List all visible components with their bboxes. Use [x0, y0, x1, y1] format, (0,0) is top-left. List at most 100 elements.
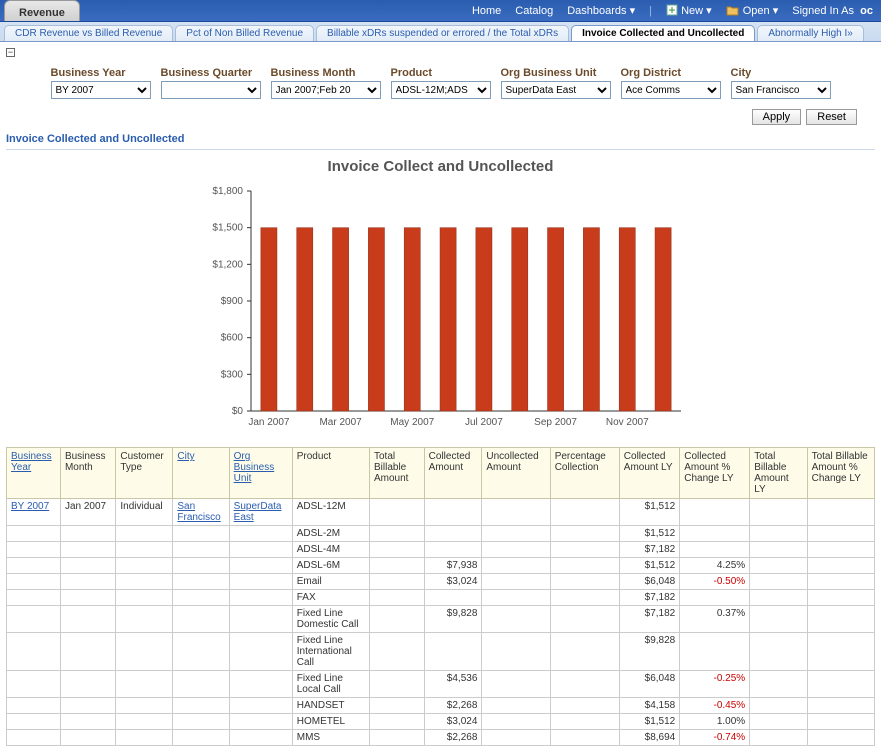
cell-total-billable	[370, 671, 425, 698]
cell-collected: $4,536	[424, 671, 482, 698]
cell-pct-collection	[550, 730, 619, 746]
cell-collected-ly: $1,512	[619, 526, 679, 542]
svg-text:Jan 2007: Jan 2007	[248, 417, 290, 428]
business-month-select[interactable]: Jan 2007;Feb 20	[271, 81, 381, 99]
cell-product: FAX	[292, 590, 369, 606]
top-nav: Home Catalog Dashboards ▾ | New ▾ Open ▾…	[472, 0, 881, 21]
cell-pct-collection	[550, 633, 619, 671]
nav-dashboards-label: Dashboards	[567, 5, 626, 17]
cell-city[interactable]: San Francisco	[173, 499, 229, 526]
nav-open[interactable]: Open ▾	[726, 4, 779, 17]
cell-org-bu	[229, 542, 292, 558]
cell-collected: $3,024	[424, 714, 482, 730]
cell-business-year	[7, 574, 61, 590]
nav-home[interactable]: Home	[472, 5, 501, 17]
cell-business-month	[60, 558, 115, 574]
filter-city: City San Francisco	[731, 67, 831, 99]
cell-uncollected	[482, 499, 550, 526]
cell-business-year	[7, 606, 61, 633]
tab-pct-of-non-billed-revenue[interactable]: Pct of Non Billed Revenue	[175, 25, 314, 41]
svg-text:$1,200: $1,200	[212, 259, 243, 270]
org-business-unit-select[interactable]: SuperData East	[501, 81, 611, 99]
cell-org-bu	[229, 633, 292, 671]
cell-product: Fixed Line Domestic Call	[292, 606, 369, 633]
cell-org-bu	[229, 671, 292, 698]
cell-collected-ly: $1,512	[619, 714, 679, 730]
chart-canvas: $0$300$600$900$1,200$1,500$1,800Jan 2007…	[191, 181, 691, 441]
cell-collected-ly: $6,048	[619, 574, 679, 590]
cell-business-year[interactable]: BY 2007	[7, 499, 61, 526]
cell-collected	[424, 590, 482, 606]
reset-button[interactable]: Reset	[806, 109, 857, 125]
cell-product: Fixed Line International Call	[292, 633, 369, 671]
nav-catalog[interactable]: Catalog	[515, 5, 553, 17]
cell-uncollected	[482, 542, 550, 558]
cell-city	[173, 606, 229, 633]
table-row: HANDSET$2,268$4,158-0.45%	[7, 698, 875, 714]
cell-business-year	[7, 542, 61, 558]
svg-text:Nov 2007: Nov 2007	[605, 417, 648, 428]
cell-customer-type	[116, 606, 173, 633]
cell-product: ADSL-4M	[292, 542, 369, 558]
cell-collected-pct-chg-ly: -0.50%	[680, 574, 750, 590]
tab-invoice-collected-and-uncollected[interactable]: Invoice Collected and Uncollected	[571, 25, 755, 41]
cell-collected-pct-chg-ly	[680, 542, 750, 558]
cell-uncollected	[482, 574, 550, 590]
filter-business-quarter: Business Quarter	[161, 67, 261, 99]
col-business-year[interactable]: Business Year	[7, 448, 61, 499]
tab-abnormally-high-i[interactable]: Abnormally High I»	[757, 25, 863, 41]
nav-new-label: New	[681, 5, 703, 17]
svg-text:$600: $600	[220, 333, 243, 344]
cell-business-year	[7, 714, 61, 730]
svg-text:Mar 2007: Mar 2007	[319, 417, 362, 428]
cell-uncollected	[482, 714, 550, 730]
cell-product: MMS	[292, 730, 369, 746]
cell-customer-type	[116, 526, 173, 542]
cell-total-billable-pct-chg-ly	[807, 671, 874, 698]
cell-uncollected	[482, 633, 550, 671]
cell-city	[173, 526, 229, 542]
cell-collected	[424, 633, 482, 671]
cell-city	[173, 590, 229, 606]
product-select[interactable]: ADSL-12M;ADS	[391, 81, 491, 99]
col-org-bu[interactable]: Org Business Unit	[229, 448, 292, 499]
cell-org-bu	[229, 526, 292, 542]
business-year-select[interactable]: BY 2007	[51, 81, 151, 99]
col-city[interactable]: City	[173, 448, 229, 499]
cell-business-month	[60, 698, 115, 714]
cell-org-bu	[229, 698, 292, 714]
city-select[interactable]: San Francisco	[731, 81, 831, 99]
cell-collected-ly: $4,158	[619, 698, 679, 714]
cell-total-billable-pct-chg-ly	[807, 698, 874, 714]
cell-business-month	[60, 633, 115, 671]
invoice-chart: Invoice Collect and Uncollected $0$300$6…	[191, 158, 691, 441]
cell-total-billable-ly	[750, 499, 807, 526]
cell-business-month	[60, 730, 115, 746]
cell-uncollected	[482, 606, 550, 633]
separator: |	[649, 5, 652, 17]
table-row: ADSL-4M $7,182	[7, 542, 875, 558]
cell-collected	[424, 499, 482, 526]
cell-pct-collection	[550, 606, 619, 633]
nav-dashboards[interactable]: Dashboards ▾	[567, 4, 635, 17]
cell-customer-type: Individual	[116, 499, 173, 526]
col-collected-ly: Collected Amount LY	[619, 448, 679, 499]
apply-button[interactable]: Apply	[752, 109, 802, 125]
tab-cdr-revenue-vs-billed-revenue[interactable]: CDR Revenue vs Billed Revenue	[4, 25, 173, 41]
cell-org-bu[interactable]: SuperData East	[229, 499, 292, 526]
signed-in-label: Signed In As oc	[792, 5, 873, 17]
table-row: Fixed Line Domestic Call$9,828$7,1820.37…	[7, 606, 875, 633]
org-district-select[interactable]: Ace Comms	[621, 81, 721, 99]
tab-billable-xdrs-suspended-or-errored-the-total-xdrs[interactable]: Billable xDRs suspended or errored / the…	[316, 25, 569, 41]
cell-collected-ly: $7,182	[619, 542, 679, 558]
business-quarter-select[interactable]	[161, 81, 261, 99]
nav-new[interactable]: New ▾	[666, 4, 712, 17]
svg-text:Jul 2007: Jul 2007	[465, 417, 503, 428]
col-uncollected: Uncollected Amount	[482, 448, 550, 499]
cell-org-bu	[229, 714, 292, 730]
cell-business-month	[60, 526, 115, 542]
collapse-toggle[interactable]: −	[6, 48, 15, 57]
filter-label: City	[731, 67, 831, 79]
cell-city	[173, 558, 229, 574]
table-row: Fixed Line International Call$9,828	[7, 633, 875, 671]
